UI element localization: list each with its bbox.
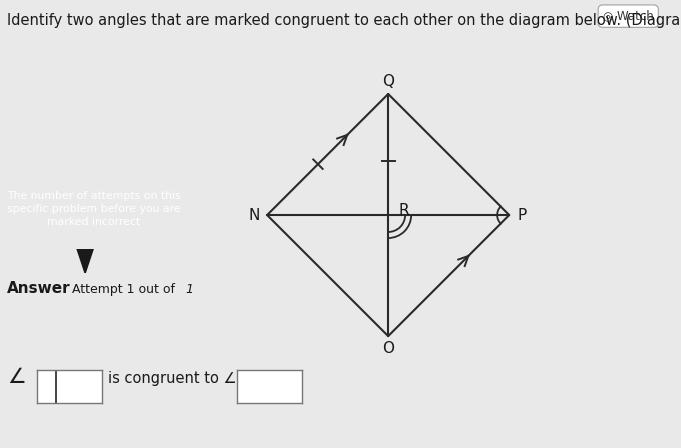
Text: P: P <box>518 207 527 223</box>
Text: ◎ Watch: ◎ Watch <box>603 9 654 23</box>
Text: O: O <box>382 341 394 356</box>
Polygon shape <box>77 249 93 273</box>
Text: Identify two angles that are marked congruent to each other on the diagram below: Identify two angles that are marked cong… <box>7 13 681 28</box>
Text: Answer: Answer <box>7 281 70 297</box>
Text: 1: 1 <box>185 284 193 297</box>
Text: Q: Q <box>382 74 394 89</box>
Text: Attempt 1 out of: Attempt 1 out of <box>72 284 174 297</box>
Text: R: R <box>398 202 409 218</box>
Text: is congruent to ∠: is congruent to ∠ <box>108 371 236 386</box>
Text: N: N <box>248 207 259 223</box>
Text: The number of attempts on this
specific problem before you are
marked incorrect: The number of attempts on this specific … <box>7 191 180 228</box>
Text: ∠: ∠ <box>7 367 26 387</box>
